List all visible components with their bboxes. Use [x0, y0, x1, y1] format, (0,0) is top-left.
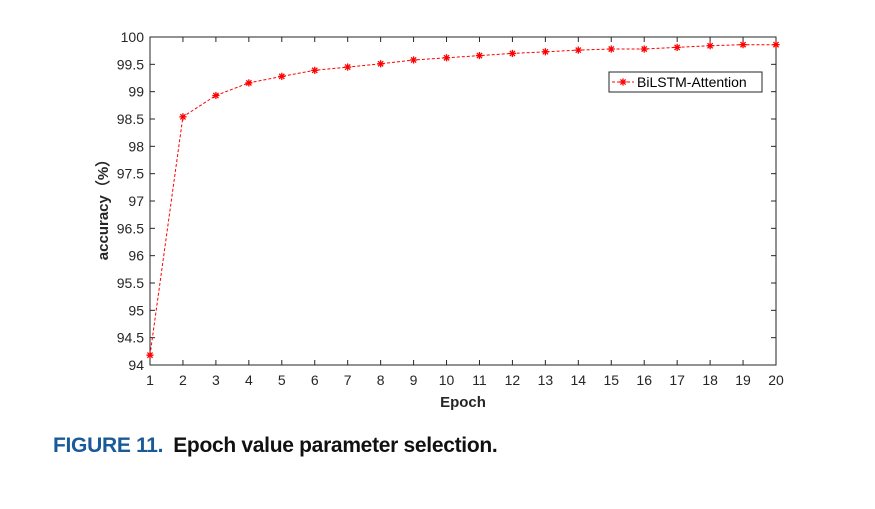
y-axis-ticks: 94 94.5 95 95.5 96 96.5 97 97.5 98 98.5 99 99.5 100 [117, 29, 776, 373]
data-point [311, 66, 319, 74]
data-point [706, 42, 714, 50]
y-tick-label: 97 [128, 193, 144, 209]
data-point [508, 49, 517, 57]
x-tick-label: 3 [212, 372, 220, 388]
data-point [772, 41, 780, 49]
data-point [212, 91, 220, 100]
y-tick-label: 96.5 [117, 220, 144, 236]
x-tick-label: 1 [146, 372, 154, 388]
x-tick-label: 4 [245, 372, 253, 388]
x-tick-label: 13 [538, 372, 554, 388]
data-point [574, 46, 582, 54]
plot-frame [149, 36, 777, 366]
data-point [344, 63, 352, 71]
series-layer [146, 41, 780, 359]
x-tick-label: 9 [410, 372, 418, 388]
data-point [607, 45, 615, 53]
x-tick-label: 17 [669, 372, 685, 388]
data-point [278, 72, 286, 80]
y-tick-label: 94.5 [117, 330, 144, 346]
y-axis-label: accuracy（%） [94, 152, 112, 260]
data-point [409, 56, 418, 64]
accuracy-line-chart: 9494.59595.59696.59797.59898.59999.5100 … [94, 29, 784, 411]
x-axis-label: Epoch [440, 394, 486, 411]
y-tick-label: 98 [128, 138, 144, 154]
data-point [179, 113, 187, 121]
x-tick-label: 18 [702, 372, 718, 388]
x-tick-label: 10 [439, 372, 455, 388]
data-point [146, 351, 154, 359]
series-line [149, 44, 776, 356]
figure-caption-text: Epoch value parameter selection. [173, 434, 498, 457]
data-point [475, 51, 484, 60]
x-tick-label: 16 [636, 372, 652, 388]
x-tick-label: 6 [311, 372, 319, 388]
data-point [245, 79, 253, 87]
y-tick-label: 100 [121, 29, 145, 45]
legend-entry-label: BiLSTM-Attention [637, 74, 747, 90]
x-tick-label: 7 [344, 372, 352, 388]
x-axis-ticks: 1 2 3 4 5 6 7 8 9 10 11 12 13 14 15 16 17 18 19 20 [146, 37, 784, 388]
x-tick-label: 14 [571, 372, 587, 388]
y-tick-label: 98.5 [117, 111, 144, 127]
x-tick-label: 5 [278, 372, 286, 388]
x-tick-label: 19 [735, 372, 751, 388]
legend: BiLSTM-Attention [608, 71, 763, 93]
data-point [541, 48, 549, 56]
legend-box [608, 71, 763, 93]
figure-number: FIGURE 11. [53, 434, 164, 457]
data-point [640, 45, 648, 53]
figure-caption: FIGURE 11. Epoch value parameter selectio… [53, 434, 498, 458]
x-tick-label: 11 [472, 372, 487, 388]
y-tick-label: 96 [128, 248, 144, 264]
data-point [739, 41, 747, 49]
x-tick-label: 15 [603, 372, 619, 388]
legend-marker-asterisk [619, 78, 627, 86]
y-tick-label: 99 [128, 84, 144, 100]
y-tick-label: 99.5 [117, 56, 144, 72]
y-tick-label: 95.5 [117, 275, 144, 291]
legend-asterisk [619, 78, 627, 86]
x-tick-label: 12 [505, 372, 521, 388]
data-point [377, 60, 385, 68]
y-tick-label: 97.5 [117, 166, 144, 182]
y-tick-label: 94 [128, 357, 144, 373]
data-point [673, 43, 681, 51]
data-point [442, 54, 451, 62]
x-tick-label: 8 [377, 372, 385, 388]
x-tick-label: 20 [768, 372, 784, 388]
x-tick-label: 2 [179, 372, 187, 388]
y-tick-label: 95 [128, 302, 144, 318]
